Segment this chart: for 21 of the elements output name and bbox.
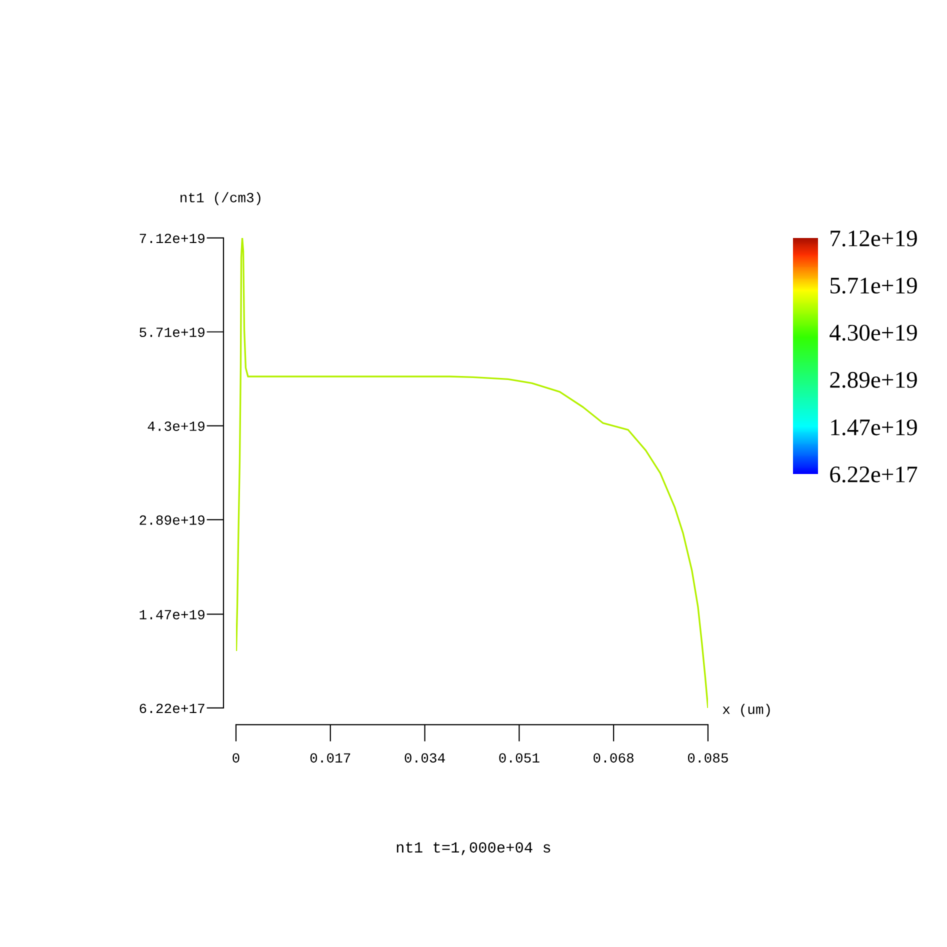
x-tick-label: 0.017 bbox=[310, 753, 350, 763]
x-tick-label: 0.085 bbox=[688, 753, 728, 763]
y-tick-label: 7.12e+19 bbox=[140, 234, 204, 244]
x-tick-label: 0.051 bbox=[499, 753, 540, 763]
y-axis-title: nt1 (/cm3) bbox=[180, 192, 260, 206]
color-bar-label: 6.22e+17 bbox=[830, 466, 918, 482]
x-axis-title: x (um) bbox=[722, 704, 770, 717]
y-tick-label: 5.71e+19 bbox=[140, 328, 204, 338]
x-tick-label: 0.034 bbox=[404, 753, 445, 763]
x-tick-label: 0 bbox=[232, 753, 240, 763]
y-tick-label: 2.89e+19 bbox=[140, 515, 204, 525]
y-tick-label: 6.22e+17 bbox=[140, 704, 204, 714]
x-tick-label: 0.068 bbox=[594, 753, 634, 763]
color-bar-label: 4.30e+19 bbox=[830, 324, 917, 341]
text: nt1 t=1,000e+04 s bbox=[396, 842, 550, 856]
color-bar-label: 2.89e+19 bbox=[830, 372, 917, 388]
color-bar-label: 5.71e+19 bbox=[830, 278, 917, 294]
y-tick-label: 4.3e+19 bbox=[148, 422, 204, 431]
y-tick-label: 1.47e+19 bbox=[140, 610, 204, 620]
color-bar-label: 1.47e+19 bbox=[831, 419, 917, 436]
color-bar-label: 7.12e+19 bbox=[830, 230, 917, 247]
